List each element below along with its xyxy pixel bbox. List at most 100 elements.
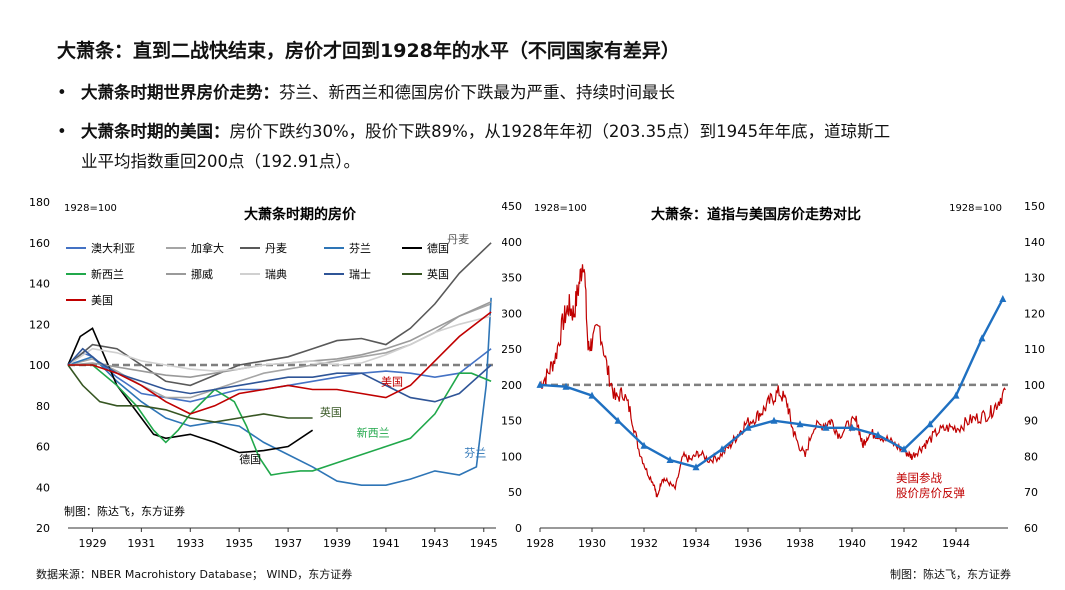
right-chart-title: 大萧条：道指与美国房价走势对比 [651,206,861,223]
series-line-us [68,311,492,415]
us-house-marker [666,456,674,463]
right-x-tick-label: 1938 [786,537,814,550]
series-line-uk [67,364,313,423]
bullet-bold-label: 大萧条时期的美国： [81,122,230,141]
right-x-tick-label: 1930 [578,537,606,550]
us-house-marker [978,334,986,342]
left-y-tick-label: 100 [29,359,50,372]
left-x-tick-label: 1937 [274,537,302,550]
right-right-y-tick-label: 150 [1024,200,1045,213]
annotation-label: 美国 [381,375,403,388]
dow-vs-us-house-chart: 0 50 100 150 200 250 300 350 400 450 60 70 80 90 100 11… [502,200,1045,550]
left-x-tick-label: 1943 [421,537,449,550]
us-house-marker [588,391,596,399]
right-right-y-tick-label: 120 [1024,307,1045,320]
chart-credit: 制图：陈达飞，东方证券 [890,568,1011,581]
us-house-marker [796,420,804,428]
us-house-marker [874,431,882,438]
right-x-tick-label: 1940 [838,537,866,550]
left-x-tick-label: 1935 [225,537,253,550]
right-annotation-line1: 美国参战 [896,471,942,485]
right-right-y-tick-label: 60 [1024,522,1038,535]
right-left-y-tick-label: 450 [502,200,522,213]
legend-label-denmark: 丹麦 [265,242,287,255]
data-source: 数据来源：NBER Macrohistory Database； WIND，东方… [36,568,353,581]
left-x-tick-label: 1939 [323,537,351,550]
us-house-marker [770,416,778,424]
left-y-tick-label: 20 [36,522,50,535]
left-y-tick-label: 80 [36,400,50,413]
annotation-label: 英国 [320,405,342,419]
us-house-marker [536,380,544,388]
bullet-us-depression: • 大萧条时期的美国：房价下跌约30%，股价下跌89%，从1928年年初（203.… [57,117,1047,177]
right-left-y-tick-label: 50 [508,486,522,499]
right-right-y-tick-label: 90 [1024,415,1038,428]
right-right-y-tick-label: 80 [1024,450,1038,463]
us-house-marker [926,420,934,428]
right-x-tick-label: 1942 [890,537,918,550]
us-house-marker [999,295,1007,302]
left-y-tick-label: 40 [36,481,50,494]
us-house-marker [952,391,960,399]
left-y-tick-label: 60 [36,441,50,454]
right-x-tick-label: 1934 [682,537,710,550]
legend-label-newzealand: 新西兰 [91,267,124,281]
right-x-tick-label: 1944 [942,537,970,550]
right-annotation-line2: 股价房价反弹 [896,486,965,500]
left-x-tick-label: 1941 [372,537,400,550]
right-left-y-tick-label: 150 [502,415,522,428]
right-left-y-tick-label: 0 [515,522,522,535]
right-left-y-tick-label: 200 [502,379,522,392]
right-axes: 0 50 100 150 200 250 300 350 400 450 60 70 80 90 100 11… [502,200,1045,550]
series-line-denmark [67,242,492,387]
annotation-label: 新西兰 [357,425,390,439]
legend-label-norway: 挪威 [191,267,213,281]
right-left-y-tick-label: 350 [502,272,522,285]
bullet-bold-label: 大萧条时期世界房价走势： [81,83,279,102]
left-chart-title: 大萧条时期的房价 [244,206,357,223]
us-house-marker [562,382,570,390]
annotation-label: 德国 [239,452,261,466]
left-series-lines [67,242,492,486]
left-y-tick-label: 140 [29,278,50,291]
series-line-dow [539,264,1006,498]
right-series-lines [536,264,1007,498]
left-chart-note: 1928=100 [64,203,117,214]
right-x-tick-label: 1932 [630,537,658,550]
right-chart-note-left: 1928=100 [534,203,587,214]
bullet-text: 芬兰、新西兰和德国房价下跌最为严重、持续时间最长 [279,83,675,102]
us-house-marker [614,416,622,424]
right-right-y-tick-label: 100 [1024,379,1045,392]
series-line-canada [67,303,492,399]
right-right-y-tick-label: 140 [1024,236,1045,249]
left-x-tick-label: 1945 [470,537,498,550]
world-house-price-chart: 20 40 60 80 100 120 140 160 180 1929 1931 1933 1935 1… [29,196,498,550]
us-house-marker [848,423,856,431]
left-x-tick-label: 1933 [176,537,204,550]
left-axes: 20 40 60 80 100 120 140 160 180 1929 1931 1933 1935 1… [29,196,498,550]
right-left-y-tick-label: 300 [502,307,522,320]
bullet-symbol: • [57,122,67,141]
us-house-marker [692,463,700,471]
left-x-tick-label: 1931 [127,537,155,550]
right-x-tick-label: 1928 [526,537,554,550]
right-x-tick-label: 1936 [734,537,762,550]
left-x-tick-label: 1929 [78,537,106,550]
right-right-y-tick-label: 130 [1024,272,1045,285]
left-y-tick-label: 120 [29,318,50,331]
us-house-marker [718,445,726,453]
annotation-label: 芬兰 [464,447,486,460]
right-left-y-tick-label: 250 [502,343,522,356]
legend-label-australia: 澳大利亚 [91,241,135,255]
us-house-marker [900,445,908,453]
legend-label-canada: 加拿大 [191,241,224,255]
legend-label-switzerland: 瑞士 [349,267,371,281]
series-line-finland [67,297,492,486]
series-line-sweden [67,315,492,372]
right-left-y-tick-label: 100 [502,450,522,463]
series-line-newzealand [68,364,492,476]
us-house-marker [822,423,830,431]
right-left-y-tick-label: 400 [502,236,522,249]
